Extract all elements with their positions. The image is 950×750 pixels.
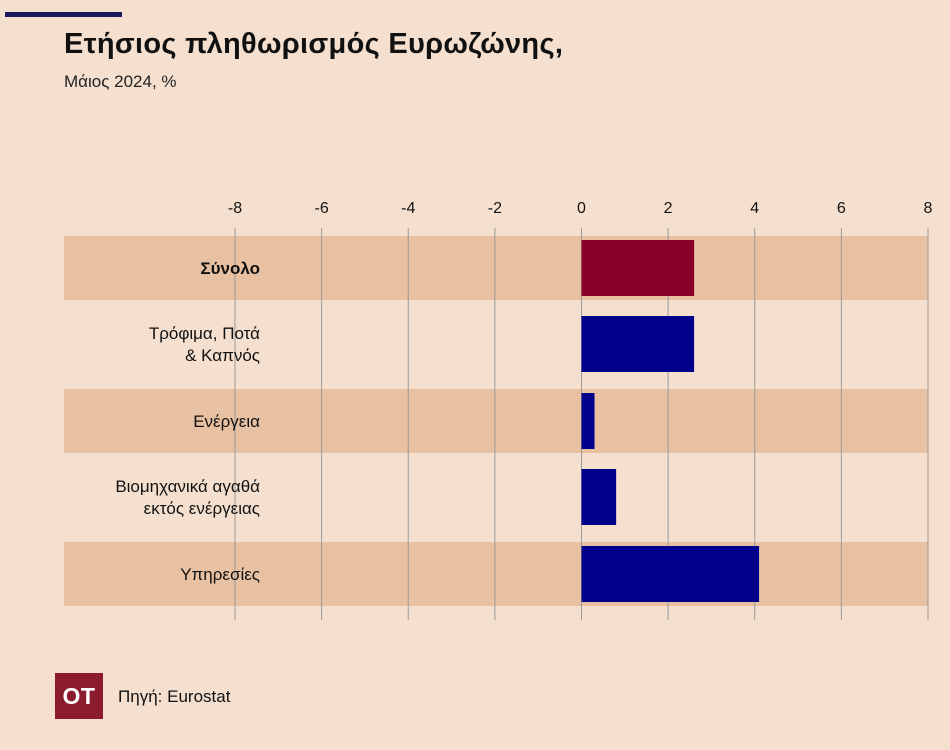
chart-subtitle: Μάιος 2024, % [64, 72, 177, 91]
row-band [64, 236, 928, 300]
x-tick-label: -4 [401, 200, 415, 217]
x-tick-label: -2 [488, 200, 502, 217]
category-label-line: Βιομηχανικά αγαθά [115, 477, 260, 496]
category-label: Βιομηχανικά αγαθά εκτός ενέργειας [115, 477, 260, 518]
chart-title: Ετήσιος πληθωρισμός Ευρωζώνης, [64, 28, 564, 60]
ot-logo: ΟΤ [55, 673, 103, 719]
category-label-line: εκτός ενέργειας [144, 499, 260, 518]
category-label-line: Ενέργεια [193, 412, 260, 431]
bar [581, 393, 595, 449]
row-band [64, 542, 928, 606]
accent-line [5, 12, 122, 17]
row-band [64, 389, 928, 453]
category-label-line: Τρόφιμα, Ποτά [149, 324, 260, 343]
x-tick-label: 2 [664, 200, 673, 217]
x-tick-label: 4 [750, 200, 759, 217]
bar [581, 469, 617, 525]
category-label-line: & Καπνός [185, 346, 260, 365]
x-tick-label: 8 [924, 200, 933, 217]
bar-total [581, 240, 695, 296]
category-label: Σύνολο [200, 259, 260, 278]
bar [581, 316, 695, 372]
category-label: Τρόφιμα, Ποτά & Καπνός [149, 324, 260, 365]
x-tick-label: 6 [837, 200, 846, 217]
source-note: Πηγή: Eurostat [118, 687, 231, 706]
category-label: Υπηρεσίες [180, 565, 260, 584]
category-label: Ενέργεια [193, 412, 260, 431]
x-tick-label: 0 [577, 200, 586, 217]
x-tick-label: -6 [315, 200, 329, 217]
category-label-line: Υπηρεσίες [180, 565, 260, 584]
x-tick-label: -8 [228, 200, 242, 217]
bar [581, 546, 760, 602]
category-label-line: Σύνολο [200, 259, 260, 278]
